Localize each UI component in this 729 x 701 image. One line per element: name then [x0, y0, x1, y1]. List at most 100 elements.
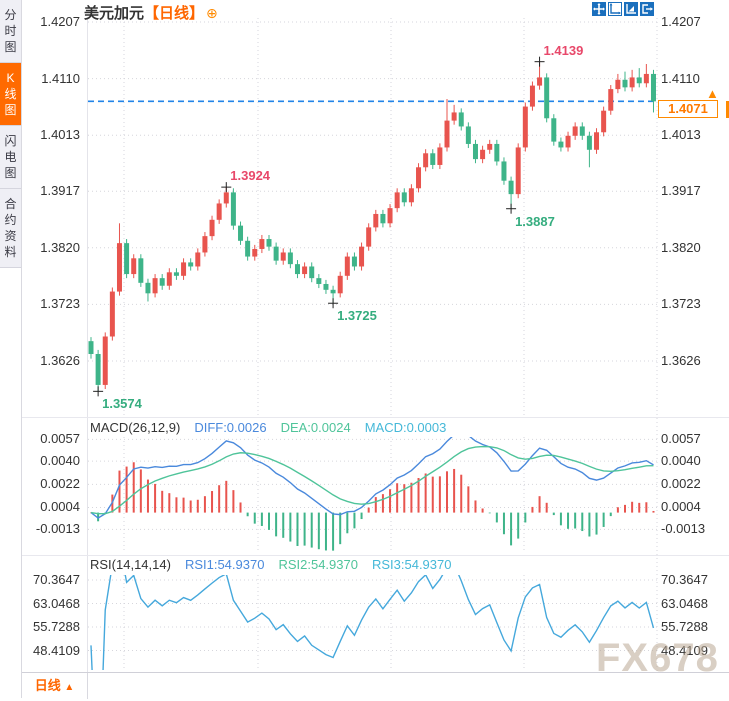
candle-body — [95, 353, 101, 385]
candle-body — [544, 77, 550, 119]
macd-histogram-bar — [182, 497, 185, 513]
macd-histogram-bar — [638, 502, 641, 513]
macd-histogram-bar — [97, 512, 100, 522]
panel-separator-1 — [22, 417, 729, 418]
macd-tick-label-left-4: -0.0013 — [35, 521, 80, 537]
macd-histogram-bar — [559, 512, 562, 526]
macd-histogram-bar — [282, 512, 285, 538]
candle-body — [408, 188, 414, 203]
macd-histogram-bar — [353, 512, 356, 529]
macd-readout-0: DIFF:0.0026 — [194, 420, 267, 435]
candle-body — [515, 147, 521, 195]
candle-body — [152, 278, 158, 294]
candle-body — [529, 85, 535, 107]
sidebar-item-0[interactable]: 分 时 图 — [0, 0, 21, 63]
candle-body — [238, 225, 244, 241]
symbol-name: 美元加元 — [84, 5, 145, 22]
sidebar-item-3[interactable]: 合 约 资 料 — [0, 189, 21, 268]
scale-axes-icon[interactable] — [608, 2, 622, 16]
macd-histogram-bar — [624, 504, 626, 513]
rsi-tick-label-left-1: 63.0468 — [33, 595, 80, 611]
sidebar-item-1[interactable]: K 线 图 — [0, 63, 21, 126]
macd-histogram-bar — [139, 469, 142, 513]
macd-histogram-bar — [396, 483, 399, 513]
macd-histogram-bar — [332, 512, 335, 551]
candle-body — [323, 283, 329, 290]
macd-histogram-bar — [510, 512, 513, 546]
macd-histogram-bar — [218, 485, 221, 513]
candle-body — [216, 203, 222, 220]
macd-histogram-bar — [403, 484, 406, 513]
rsi-tick-label-right-3: 48.4109 — [661, 642, 708, 658]
candle-body — [430, 153, 436, 165]
macd-tick-label-left-2: 0.0022 — [40, 476, 80, 492]
price-tick-label-right-2: 1.4013 — [661, 127, 701, 143]
macd-histogram-bar — [524, 512, 527, 523]
candle-body — [344, 256, 350, 276]
candle-body — [608, 89, 614, 111]
macd-histogram-bar — [574, 512, 577, 529]
macd-layer — [90, 437, 655, 551]
macd-histogram-bar — [517, 512, 520, 539]
macd-histogram-bar — [310, 512, 313, 548]
macd-histogram-bar — [118, 470, 121, 513]
candle-body — [366, 227, 372, 247]
time-axis-bar: 日线 ▲ — [22, 672, 729, 699]
rsi-readout-2: RSI3:54.9370 — [371, 557, 452, 572]
macd-tick-label-left-1: 0.0040 — [40, 453, 80, 469]
macd-histogram-bar — [538, 496, 541, 513]
macd-histogram-bar — [246, 512, 249, 517]
candle-body — [401, 192, 407, 203]
candle-body — [259, 239, 265, 249]
candle-body — [287, 252, 293, 265]
candle-body — [109, 291, 115, 337]
candle-body — [565, 135, 571, 148]
rsi-tick-label-left-0: 70.3647 — [33, 572, 80, 587]
candle-body — [465, 126, 471, 144]
panel-separator-2 — [22, 555, 729, 556]
macd-header: MACD(26,12,9) DIFF:0.0026 DEA:0.0024 MACD:… — [90, 420, 446, 435]
macd-histogram-bar — [125, 466, 128, 513]
candle-body — [302, 266, 308, 275]
candle-body — [558, 141, 564, 148]
price-annotation-4: 1.4139 — [543, 42, 584, 58]
period-dropdown[interactable]: 日线 ▲ — [22, 673, 88, 699]
sidebar-item-2[interactable]: 闪 电 图 — [0, 126, 21, 189]
macd-histogram-bar — [588, 512, 591, 537]
candle-body — [423, 153, 429, 168]
period-selector[interactable]: 【日线】 — [144, 5, 205, 22]
price-tick-label-right-5: 1.3723 — [661, 296, 701, 312]
macd-readout-2: MACD:0.0003 — [364, 420, 447, 435]
macd-histogram-bar — [595, 512, 598, 535]
candle-body — [230, 192, 236, 226]
chart-title: 美元加元【日线】 ⊕ — [84, 2, 218, 23]
price-tick-label-right-4: 1.3820 — [661, 239, 701, 255]
exit-icon[interactable] — [640, 2, 654, 16]
macd-histogram-bar — [374, 497, 377, 513]
macd-histogram-bar — [581, 512, 584, 532]
candle-body — [131, 258, 137, 275]
macd-histogram-bar — [467, 486, 470, 513]
auto-scale-icon[interactable] — [624, 2, 638, 16]
candle-body — [643, 73, 649, 84]
candle-body — [330, 289, 336, 294]
price-tick-label-left-1: 1.4110 — [41, 70, 80, 86]
macd-histogram-bar — [567, 512, 570, 529]
macd-histogram-bar — [296, 512, 299, 546]
macd-histogram-bar — [431, 476, 434, 513]
macd-tick-label-left-0: 0.0057 — [40, 431, 80, 447]
candle-body — [480, 149, 486, 160]
macd-histogram-bar — [146, 479, 149, 513]
rsi-tick-label-right-0: 70.3647 — [661, 572, 708, 587]
macd-histogram-bar — [652, 510, 655, 513]
macd-histogram-bar — [232, 490, 235, 513]
add-indicator-icon[interactable]: ⊕ — [206, 5, 218, 21]
price-annotation-3: 1.3887 — [515, 213, 555, 229]
macd-histogram-bar — [339, 512, 342, 545]
macd-dea-line — [90, 445, 654, 515]
pan-icon[interactable] — [592, 2, 606, 16]
macd-histogram-bar — [260, 512, 263, 526]
macd-histogram-bar — [609, 512, 612, 517]
